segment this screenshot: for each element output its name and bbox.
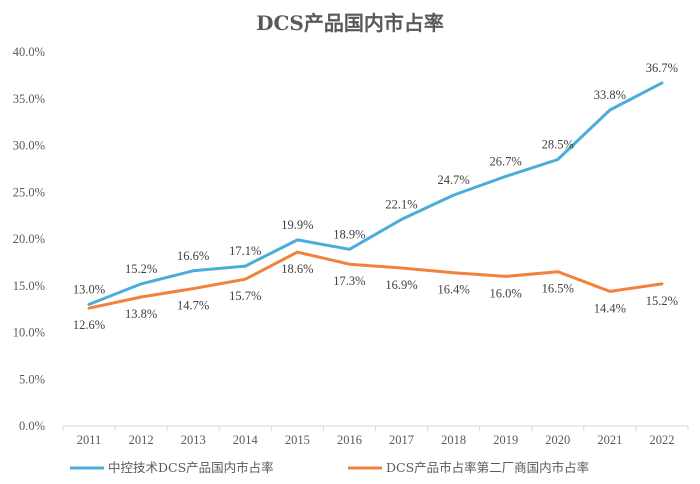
data-label-s1: 12.6% [73,318,105,332]
data-label-s0: 19.9% [281,218,313,232]
legend-label-1: DCS产品市占率第二厂商国内市占率 [386,460,589,475]
data-label-s0: 13.0% [73,282,105,296]
x-tick-label: 2021 [597,433,622,447]
data-label-s1: 15.7% [229,289,261,303]
data-label-s1: 13.8% [125,307,157,321]
data-label-s0: 22.1% [385,197,417,211]
data-label-s1: 14.4% [594,301,626,315]
x-tick-label: 2016 [337,433,362,447]
x-tick-label: 2022 [649,433,674,447]
y-tick-label: 30.0% [13,139,45,153]
legend: 中控技术DCS产品国内市占率 DCS产品市占率第二厂商国内市占率 [70,460,589,475]
x-tick-label: 2015 [285,433,310,447]
data-label-s1: 16.5% [542,282,574,296]
data-label-s1: 17.3% [333,274,365,288]
data-label-s1: 18.6% [281,262,313,276]
data-label-s0: 36.7% [646,61,678,75]
data-label-s1: 16.4% [437,283,469,297]
y-tick-label: 40.0% [13,45,45,59]
y-tick-label: 25.0% [13,185,45,199]
data-label-s0: 33.8% [594,88,626,102]
data-label-s0: 28.5% [542,138,574,152]
x-tick-label: 2011 [77,433,102,447]
y-tick-label: 5.0% [19,372,45,386]
x-tick-label: 2019 [493,433,518,447]
data-label-s1: 16.0% [490,286,522,300]
y-tick-label: 0.0% [19,419,45,433]
data-label-s0: 16.6% [177,249,209,263]
legend-label-0: 中控技术DCS产品国内市占率 [108,460,274,475]
y-tick-label: 35.0% [13,92,45,106]
series-line-1 [87,250,664,310]
data-labels: 13.0% 15.2% 16.6% 17.1% 19.9% 18.9% 22.1% 24.7%… [73,61,678,332]
x-axis: 2011 2012 2013 2014 2015 2016 2017 2018 2019 2020… [62,425,689,447]
data-label-s0: 24.7% [437,173,469,187]
x-tick-label: 2020 [545,433,570,447]
series-line-0 [87,81,664,306]
x-tick-label: 2013 [181,433,206,447]
x-tick-label: 2014 [233,433,259,447]
data-label-s0: 18.9% [333,227,365,241]
data-label-s1: 16.9% [385,278,417,292]
data-label-s1: 15.2% [646,294,678,308]
x-tick-label: 2018 [441,433,466,447]
y-axis: 0.0% 5.0% 10.0% 15.0% 20.0% 25.0% 30.0% 35.0% 40… [13,45,45,433]
x-tick-label: 2017 [389,433,414,447]
data-label-s1: 14.7% [177,299,209,313]
y-tick-label: 10.0% [13,326,45,340]
series-group [87,81,664,310]
data-label-s0: 15.2% [125,262,157,276]
chart-title: DCS产品国内市占率 [256,11,444,35]
y-tick-label: 15.0% [13,279,45,293]
y-tick-label: 20.0% [13,232,45,246]
data-label-s0: 26.7% [490,154,522,168]
data-label-s0: 17.1% [229,244,261,258]
x-tick-label: 2012 [129,433,154,447]
